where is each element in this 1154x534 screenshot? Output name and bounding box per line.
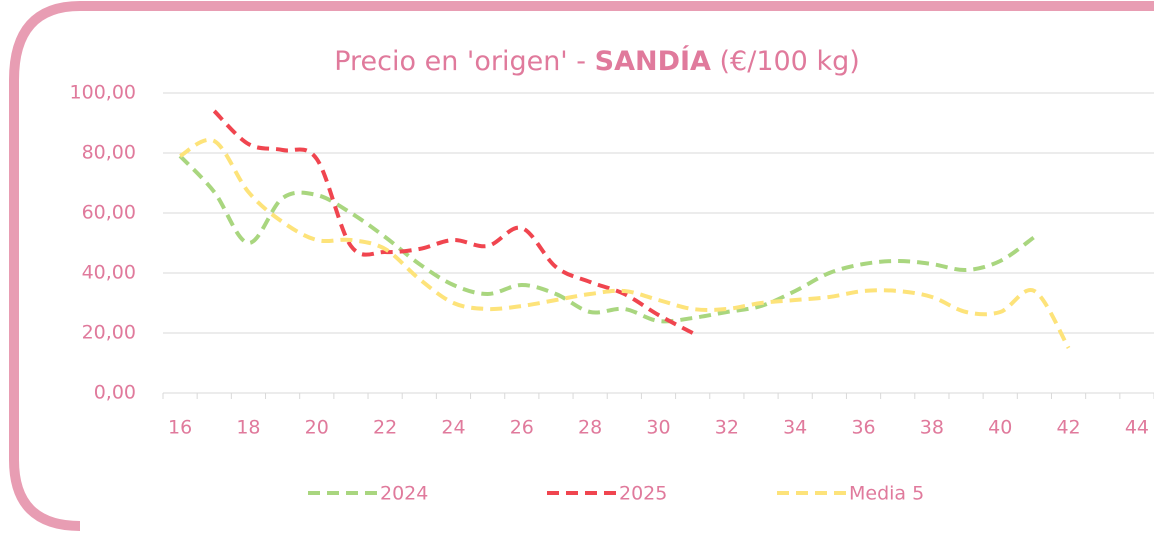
title-part: (€/100 kg) [711, 46, 860, 77]
x-tick-label: 28 [578, 417, 602, 439]
y-tick-label: 20,00 [82, 322, 136, 344]
title-part: SANDÍA [595, 45, 711, 77]
x-tick-label: 20 [305, 417, 329, 439]
title-part: Precio en 'origen' - [334, 46, 594, 77]
frame [9, 1, 1154, 531]
x-tick-label: 38 [920, 417, 944, 439]
line [179, 137, 1071, 350]
x-tick-label: 32 [715, 417, 739, 439]
x-tick-label: 26 [510, 417, 534, 439]
x-tick-label: 16 [168, 417, 192, 439]
x-tick-label: 24 [441, 417, 465, 439]
x-tick-label: 34 [783, 417, 807, 439]
x-tick-label: 44 [1125, 417, 1149, 439]
x-tick-label: 42 [1056, 417, 1080, 439]
x-tick-label: 40 [988, 417, 1012, 439]
legend-label: 2025 [619, 483, 667, 505]
x-tick-label: 22 [373, 417, 397, 439]
legend-label: 2024 [380, 483, 428, 505]
y-tick-label: 100,00 [70, 82, 136, 104]
x-tick-label: 18 [236, 417, 260, 439]
y-tick-label: 40,00 [82, 262, 136, 284]
legend-label: Media 5 [849, 483, 924, 505]
x-tick-label: 30 [646, 417, 670, 439]
y-tick-label: 0,00 [94, 382, 136, 404]
y-tick-label: 60,00 [82, 202, 136, 224]
y-tick-label: 80,00 [82, 142, 136, 164]
line [212, 109, 694, 335]
x-tick-label: 36 [851, 417, 875, 439]
chart-title: Precio en 'origen' - SANDÍA (€/100 kg) [334, 45, 860, 77]
